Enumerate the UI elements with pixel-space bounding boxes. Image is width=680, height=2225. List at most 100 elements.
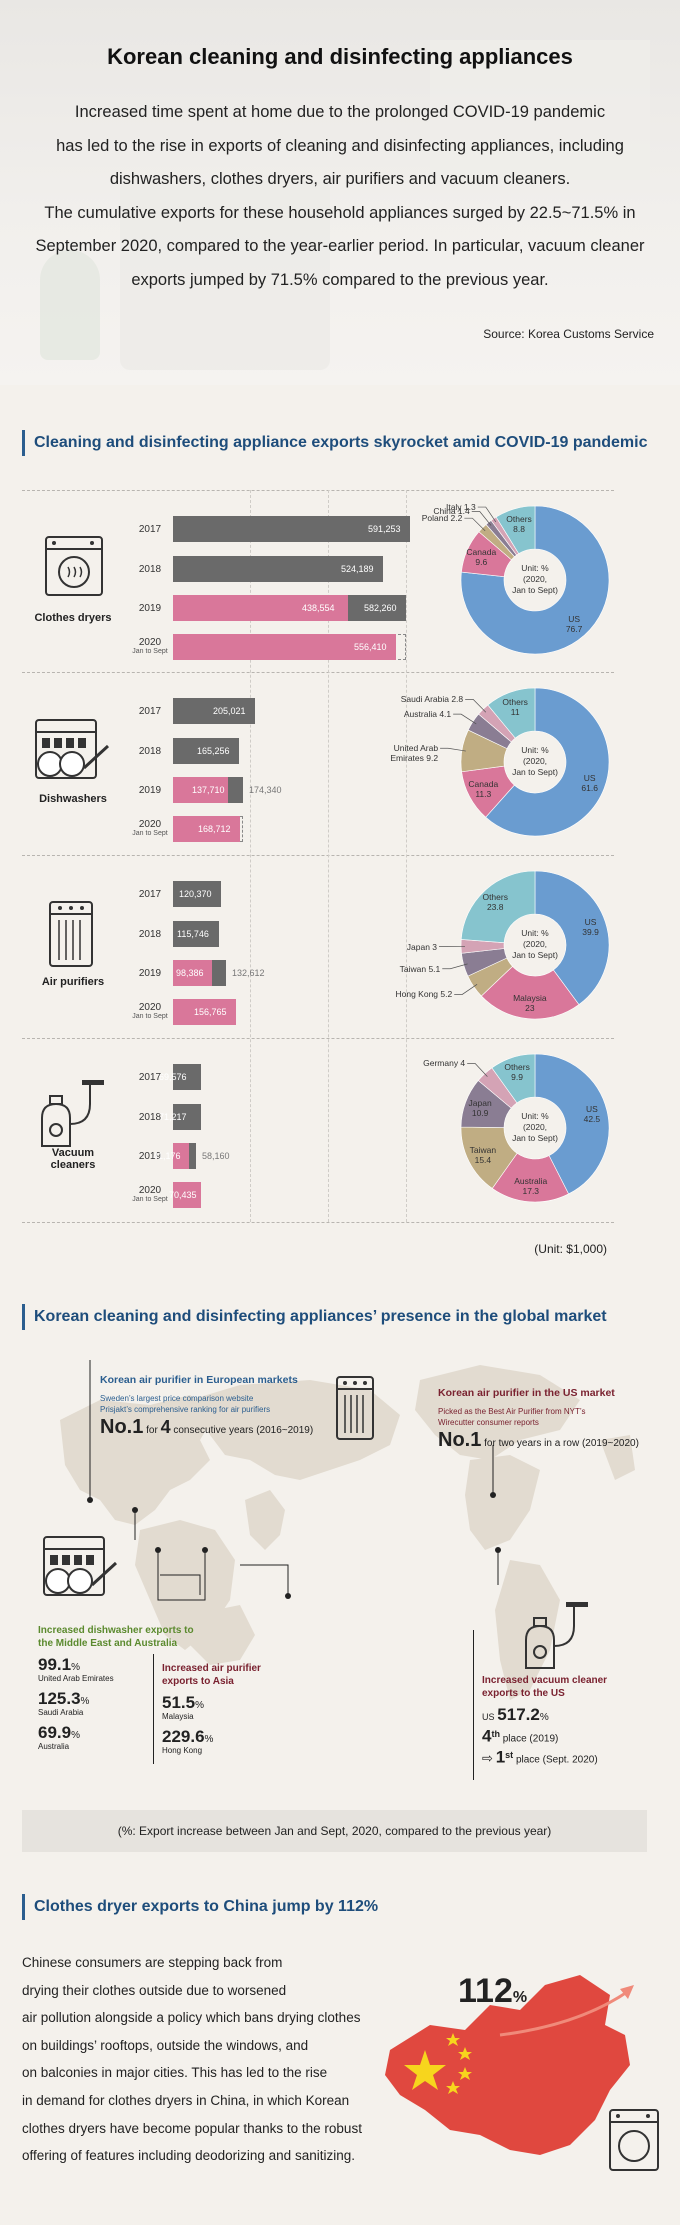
china-text: Chinese consumers are stepping back from…	[22, 1949, 402, 2170]
slice-name: Others	[482, 892, 508, 903]
bar-partial	[173, 960, 212, 986]
callout-bracket	[153, 1654, 154, 1764]
intro-line: September 2020, compared to the year-ear…	[35, 237, 645, 255]
year-sub-label: Jan to Sept	[132, 648, 168, 655]
rank-note: place (2019)	[502, 1733, 559, 1745]
asia-purifier-callout: Increased air purifier exports to Asia 5…	[162, 1662, 312, 1756]
hero-banner	[0, 0, 680, 385]
donut-center-label: Unit: % (2020, Jan to Sept)	[505, 745, 565, 778]
text-line: Chinese consumers are stepping back from	[22, 1955, 283, 1970]
leader-line	[453, 713, 477, 725]
leader-line	[477, 506, 497, 523]
center-line: Jan to Sept)	[512, 585, 558, 595]
rank-2020: ⇨ 1st place (Sept. 2020)	[482, 1749, 652, 1766]
bar-value-label: 165,256	[197, 746, 230, 756]
grid-line	[328, 490, 329, 1222]
stat-unit: %	[195, 1700, 204, 1711]
slice-label: Others 8.8	[489, 514, 549, 534]
bar	[173, 1104, 201, 1130]
center-line: (2020,	[522, 756, 548, 766]
center-line: (2020,	[522, 1122, 548, 1132]
slice-name: Malaysia	[513, 993, 547, 1004]
china-growth: 112%	[458, 1972, 527, 2011]
rank-number: 1	[495, 1747, 506, 1767]
divider	[22, 855, 614, 856]
bar	[173, 999, 236, 1025]
center-line: Unit: %	[521, 745, 549, 755]
year-label: 2018	[138, 746, 162, 757]
background-window	[430, 40, 650, 180]
callout-sub: Wirecutter consumer reports	[438, 1418, 539, 1427]
category-label: Dishwashers	[39, 793, 107, 805]
grid-line	[406, 490, 407, 1222]
callout-sub: Prisjakt’s comprehensive ranking for air…	[100, 1405, 271, 1414]
slice-label: Poland 2.2	[374, 513, 463, 523]
category-label: Vacuum cleaners	[23, 1147, 123, 1171]
rank-number: No.1	[438, 1429, 482, 1451]
stat-item: 99.1% United Arab Emirates	[38, 1656, 208, 1684]
leader-line	[467, 1063, 488, 1077]
unit-note: (Unit: $1,000)	[534, 1242, 607, 1256]
clothes-dryer-icon	[609, 2109, 659, 2171]
center-line: Jan to Sept)	[512, 767, 558, 777]
category-label: Air purifiers	[41, 976, 105, 988]
divider	[22, 1222, 614, 1223]
background-washer	[120, 180, 330, 370]
text-line: on balconies in major cities. This has l…	[22, 2065, 328, 2081]
slice-name: Canada	[468, 779, 499, 790]
air-purifier-icon	[48, 900, 94, 975]
stat-place: United Arab Emirates	[38, 1674, 114, 1683]
text-line: air pollution alongside a policy which b…	[22, 2010, 361, 2026]
bar-partial	[173, 1143, 189, 1169]
slice-value: 23	[525, 1003, 535, 1014]
rank-text: for two years in a row (2019~2020)	[484, 1438, 639, 1449]
slice-value: 10.9	[471, 1107, 489, 1118]
year-label: 2019	[138, 785, 162, 796]
arrow-up-icon	[620, 1985, 634, 1999]
leader-line	[464, 517, 486, 532]
donut-chart	[460, 505, 610, 655]
bar-value-label: 115,746	[177, 929, 209, 939]
bar	[173, 816, 240, 842]
rank-note: place (Sept. 2020)	[515, 1754, 598, 1766]
callout-rank: No.1 for two years in a row (2019~2020)	[438, 1430, 668, 1450]
year-label: 2020 Jan to Sept	[120, 1002, 180, 1020]
intro-line: exports jumped by 71.5% compared to the …	[131, 270, 549, 289]
bar	[173, 556, 383, 582]
text-line: clothes dryers have become popular thank…	[22, 2120, 362, 2136]
slice-label: US 61.6	[560, 773, 620, 793]
intro-line: Increased time spent at home due to the …	[74, 103, 606, 121]
stat-value: 125.3	[38, 1689, 81, 1708]
center-line: Unit: %	[521, 928, 549, 938]
slice-value: 9.9	[511, 1072, 523, 1083]
year-label: 2019	[138, 968, 162, 979]
page-title: Korean cleaning and disinfecting applian…	[107, 44, 573, 69]
center-line: (2020,	[522, 574, 548, 584]
slice-label: Others 11	[485, 697, 545, 717]
year-label: 2017	[138, 889, 162, 900]
slice-name: Japan	[468, 1097, 492, 1108]
grid-line	[250, 490, 251, 1222]
rank-suffix: th	[491, 1729, 500, 1739]
text-line: on buildings’ rooftops, outside the wind…	[22, 2037, 309, 2053]
leader-line	[454, 984, 478, 995]
slice-name: Australia	[514, 1176, 548, 1187]
bar-value-label: 132,612	[232, 968, 265, 978]
slice-label: United Arab Emirates 9.2	[350, 743, 438, 763]
slice-name: Australia 4.1	[403, 709, 452, 720]
year-label: 2019	[138, 603, 162, 614]
bar	[173, 1064, 201, 1090]
country-label: US	[482, 1712, 495, 1722]
center-line: Jan to Sept)	[512, 1133, 558, 1143]
donut-slice	[534, 870, 610, 1006]
donut-center-label: Unit: % (2020, Jan to Sept)	[505, 1111, 565, 1144]
stat-value: 51.5	[162, 1693, 196, 1712]
slice-name: Others	[504, 1062, 530, 1073]
year-label: 2020 Jan to Sept	[120, 637, 180, 655]
world-map	[60, 1360, 635, 1700]
slice-name: Japan 3	[406, 941, 438, 952]
slice-label: Saudi Arabia 2.8	[375, 694, 463, 704]
rank-number: 4	[482, 1726, 492, 1746]
slice-name: Canada	[466, 546, 497, 557]
year-label: 2019	[138, 1151, 162, 1162]
